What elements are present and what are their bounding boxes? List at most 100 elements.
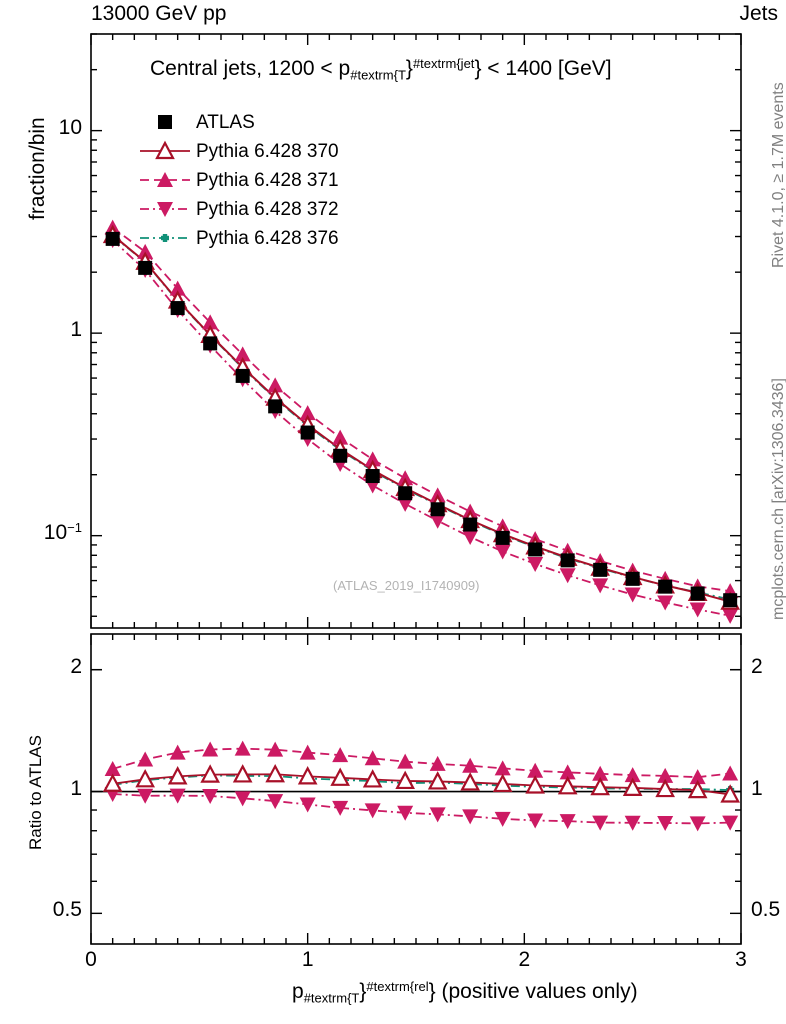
marker-triangle-down-filled	[657, 595, 674, 611]
marker-triangle-up-filled	[397, 753, 414, 769]
main-ytick-10: 10	[58, 115, 82, 139]
marker-square	[235, 368, 250, 383]
marker-triangle-up-open	[492, 773, 513, 793]
marker-triangle-up-filled	[657, 767, 674, 783]
data-line	[112, 234, 731, 601]
legend-label-p372: Pythia 6.428 372	[196, 199, 339, 220]
marker-triangle-down-filled	[494, 811, 511, 827]
main-ytick-0p1: 10−1	[43, 519, 82, 544]
xtick-2: 2	[518, 948, 531, 971]
marker-triangle-up-filled	[494, 760, 511, 776]
header-beam-label: 13000 GeV pp	[91, 2, 227, 25]
title-brace: }	[405, 57, 413, 81]
marker-triangle-down-filled	[397, 805, 414, 821]
marker-triangle-up-open	[167, 766, 188, 785]
marker-square	[463, 517, 478, 532]
marker-triangle-down-filled	[527, 556, 544, 572]
marker-square	[268, 399, 283, 414]
xaxis-label: p#textrm{T}#textrm{rel} (positive values…	[292, 979, 638, 1006]
marker-square	[625, 571, 640, 586]
xtick-1: 1	[301, 948, 314, 971]
marker-square	[398, 486, 413, 501]
marker-triangle-down-filled	[722, 815, 739, 831]
marker-square	[658, 579, 673, 594]
marker-triangle-up-open	[590, 776, 611, 796]
rivet-version-label: Rivet 4.1.0, ≥ 1.7M events	[770, 82, 786, 268]
marker-square	[105, 231, 120, 246]
marker-triangle-up-open	[362, 769, 383, 788]
marker-triangle-down-filled	[494, 544, 511, 560]
marker-triangle-down-filled	[267, 794, 284, 810]
marker-triangle-down-filled	[624, 587, 641, 603]
marker-triangle-up-filled	[137, 751, 154, 767]
ratio-ytick-0p5-right: 0.5	[751, 898, 781, 922]
marker-triangle-up-open	[720, 784, 741, 803]
title-sup: #textrm{jet	[412, 56, 475, 71]
legend-label-p371: Pythia 6.428 371	[196, 170, 339, 191]
marker-triangle-down-filled	[592, 578, 609, 594]
marker-triangle-up-filled	[722, 765, 739, 781]
marker-triangle-down-filled	[397, 496, 414, 512]
marker-triangle-down-filled	[429, 513, 446, 529]
marker-triangle-up-filled	[462, 757, 479, 773]
marker-square	[300, 425, 315, 440]
title-sub: #textrm{T	[350, 67, 406, 83]
xtick-3: 3	[735, 948, 747, 971]
marker-triangle-down-filled	[689, 602, 706, 618]
data-line	[112, 239, 731, 617]
main-yaxis-label: fraction/bin	[26, 117, 49, 220]
marker-triangle-up-filled	[299, 405, 316, 421]
marker-plus	[162, 234, 168, 242]
marker-triangle-up-open	[622, 777, 643, 796]
marker-triangle-down-filled	[332, 800, 349, 816]
marker-triangle-up-filled	[169, 744, 186, 760]
marker-triangle-up-filled	[624, 767, 641, 783]
marker-triangle-down-filled	[462, 529, 479, 545]
mcplots-reference-label: mcplots.cern.ch [arXiv:1306.3436]	[770, 378, 786, 620]
marker-triangle-down-filled	[722, 608, 739, 624]
marker-triangle-up-open	[655, 778, 676, 798]
marker-triangle-up-filled	[429, 755, 446, 771]
header-analysis-label: Jets	[739, 2, 778, 25]
marker-triangle-up-filled	[137, 243, 154, 259]
marker-square	[333, 448, 348, 463]
marker-triangle-up-filled	[267, 377, 284, 393]
marker-triangle-up-filled	[157, 172, 173, 187]
ratio-ytick-2-left: 2	[70, 654, 82, 678]
marker-triangle-up-filled	[169, 280, 186, 296]
marker-triangle-down-filled	[202, 788, 219, 804]
marker-square	[690, 586, 705, 601]
marker-triangle-down-filled	[624, 815, 641, 831]
marker-triangle-up-filled	[299, 744, 316, 760]
marker-triangle-up-filled	[559, 764, 576, 780]
marker-triangle-up-open	[557, 775, 578, 795]
marker-triangle-up-open	[200, 764, 221, 783]
xlabel-brace: }	[359, 980, 367, 1004]
ratio-yaxis-label: Ratio to ATLAS	[26, 735, 45, 850]
marker-triangle-up-open	[102, 773, 123, 792]
marker-triangle-up-open	[525, 775, 546, 794]
ratio-ytick-0p5-left: 0.5	[52, 898, 82, 922]
marker-triangle-down-filled	[234, 791, 251, 807]
marker-triangle-up-filled	[332, 429, 349, 445]
marker-square	[723, 593, 738, 608]
marker-square	[430, 502, 445, 517]
marker-triangle-up-filled	[527, 762, 544, 778]
title-tail: } < 1400 [GeV]	[474, 57, 612, 81]
marker-triangle-down-filled	[364, 803, 381, 819]
xlabel-p: p	[292, 980, 304, 1004]
marker-triangle-up-filled	[267, 741, 284, 757]
xlabel-sub: #textrm{T	[303, 990, 360, 1006]
ratio-ytick-1-left: 1	[70, 776, 82, 800]
marker-square	[170, 301, 185, 316]
marker-triangle-up-open	[330, 767, 351, 786]
marker-triangle-down-filled	[462, 809, 479, 825]
ratio-ytick-2-right: 2	[751, 654, 763, 678]
marker-square	[528, 542, 543, 557]
data-line	[112, 234, 731, 603]
marker-triangle-down-filled	[429, 807, 446, 823]
marker-triangle-up-filled	[202, 314, 219, 330]
legend-label-p376: Pythia 6.428 376	[196, 228, 339, 249]
